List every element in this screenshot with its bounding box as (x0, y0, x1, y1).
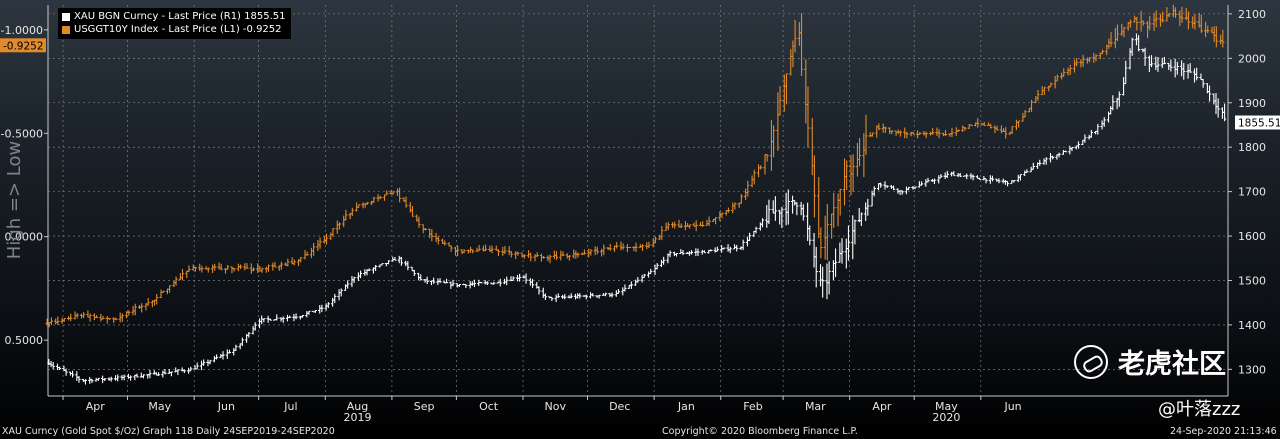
right-tick-label: 1800 (1238, 141, 1266, 154)
year-label: 2020 (932, 411, 960, 424)
legend-swatch-xau (62, 12, 70, 21)
footer-copyright: Copyright© 2020 Bloomberg Finance L.P. (662, 426, 858, 437)
x-tick-label: Mar (805, 400, 826, 413)
x-tick-label: Nov (545, 400, 567, 413)
watermark-user: @叶落zzz (1158, 399, 1241, 420)
x-tick-label: Feb (743, 400, 762, 413)
last-price-flag-usggt10y (0, 38, 46, 53)
watermark-tiger-icon (1074, 345, 1108, 379)
watermark-brand: 老虎社区 (1118, 349, 1226, 380)
legend-entry-usggt10y: USGGT10Y Index - Last Price (L1) -0.9252 (62, 23, 285, 36)
left-tick-label: 0.5000 (5, 334, 44, 347)
right-tick-label: 1400 (1238, 319, 1266, 332)
x-tick-label: Aug (347, 400, 368, 413)
x-tick-label: Oct (479, 400, 499, 413)
right-tick-label: 1900 (1238, 97, 1266, 110)
x-tick-label: Jan (677, 400, 695, 413)
footer-timestamp: 24-Sep-2020 21:13:46 (1170, 426, 1277, 437)
right-tick-label: 1700 (1238, 186, 1266, 199)
x-tick-label: May (935, 400, 958, 413)
left-tick-label: -1.0000 (1, 24, 43, 37)
x-tick-label: Apr (872, 400, 892, 413)
legend-swatch-usggt10y (62, 25, 70, 34)
left-tick-label: 0.0000 (5, 231, 44, 244)
x-tick-label: May (148, 400, 171, 413)
footer-security-info: XAU Curncy (Gold Spot $/Oz) Graph 118 Da… (2, 426, 335, 437)
right-tick-label: 2100 (1238, 8, 1266, 21)
legend-entry-xau: XAU BGN Curncy - Last Price (R1) 1855.51 (62, 10, 285, 23)
x-tick-label: Jun (1003, 400, 1021, 413)
right-tick-label: 2000 (1238, 52, 1266, 65)
last-price-flag-xau (1235, 115, 1280, 130)
x-tick-label: Sep (414, 400, 435, 413)
x-tick-label: Apr (86, 400, 106, 413)
legend: XAU BGN Curncy - Last Price (R1) 1855.51… (58, 8, 292, 39)
right-tick-label: 1600 (1238, 230, 1266, 243)
last-price-label-xau: 1855.51 (1238, 118, 1280, 130)
x-tick-label: Jun (217, 400, 235, 413)
legend-label-usggt10y: USGGT10Y Index - Last Price (L1) -0.9252 (74, 24, 282, 35)
last-price-label-usggt10y: -0.9252 (3, 40, 44, 52)
right-tick-label: 1300 (1238, 363, 1266, 376)
legend-label-xau: XAU BGN Curncy - Last Price (R1) 1855.51 (74, 11, 286, 22)
left-tick-label: -0.5000 (1, 127, 43, 140)
x-tick-label: Dec (609, 400, 630, 413)
year-label: 2019 (344, 411, 372, 424)
right-tick-label: 1500 (1238, 274, 1266, 287)
footer-bar: XAU Curncy (Gold Spot $/Oz) Graph 118 Da… (0, 424, 1280, 439)
x-tick-label: Jul (283, 400, 297, 413)
left-axis-title: High => Low (4, 141, 25, 259)
